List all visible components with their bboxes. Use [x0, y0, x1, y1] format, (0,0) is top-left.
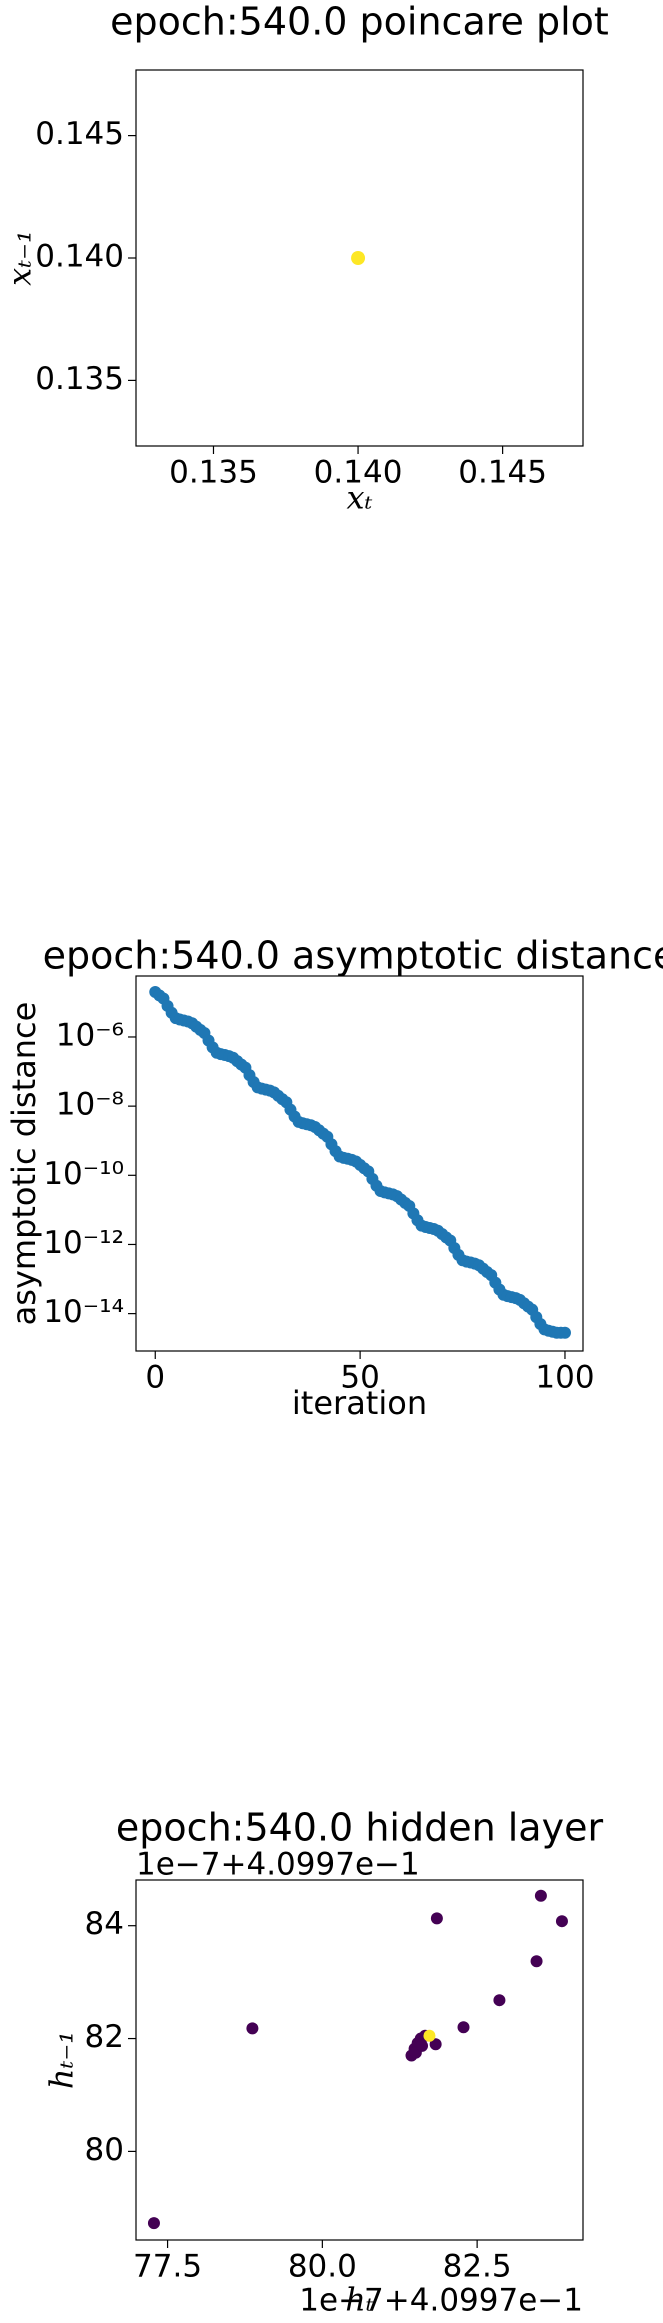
y-tick-label: 10⁻¹⁴ [43, 1294, 124, 1330]
y-tick-label: 80 [85, 2132, 124, 2168]
plot-frame [135, 975, 584, 1352]
x-tick-label: 77.5 [133, 2249, 202, 2285]
chart-title: epoch:540.0 hidden layer [116, 1806, 604, 1850]
y-offset-text: 1e−7+4.0997e−1 [136, 1847, 420, 1883]
y-axis-label: asymptotic distance [5, 1002, 43, 1326]
point [416, 2039, 429, 2052]
x-tick-label: 50 [340, 1360, 379, 1396]
point [429, 2038, 442, 2051]
chart-title: epoch:540.0 poincare plot [110, 0, 609, 44]
point [351, 251, 366, 265]
point [147, 2217, 160, 2230]
point [555, 1915, 568, 1928]
x-axis-label: iteration [292, 1384, 427, 1422]
y-tick-label: 10⁻¹² [43, 1225, 124, 1261]
y-axis-label: hₜ₋₁ [43, 2031, 81, 2089]
point [558, 1326, 571, 1339]
y-tick-label: 0.135 [35, 361, 124, 397]
y-axis-label: xₜ₋₁ [1, 230, 39, 286]
point [423, 2029, 436, 2042]
y-tick-label: 0.145 [35, 116, 124, 152]
y-tick-label: 10⁻⁸ [56, 1087, 124, 1123]
x-axis-label: hₜ [345, 2281, 374, 2319]
y-tick-label: 82 [85, 2019, 124, 2055]
x-tick-label: 80.0 [288, 2249, 357, 2285]
point [430, 1912, 443, 1925]
x-offset-text: 1e−7+4.0997e−1 [299, 2283, 583, 2319]
x-tick-label: 0.140 [314, 455, 403, 491]
x-tick-label: 100 [535, 1360, 594, 1396]
x-axis-label: xₜ [347, 479, 373, 517]
chart-title: epoch:540.0 asymptotic distance [43, 934, 663, 978]
x-tick-label: 82.5 [443, 2249, 512, 2285]
plot-frame [135, 1879, 584, 2241]
point [534, 1889, 547, 1902]
y-tick-label: 10⁻¹⁰ [43, 1156, 124, 1192]
x-tick-label: 0.145 [458, 455, 547, 491]
x-tick-label: 0.135 [169, 455, 258, 491]
point [530, 1955, 543, 1968]
point [493, 1994, 506, 2007]
point [246, 2022, 259, 2035]
y-tick-label: 10⁻⁶ [56, 1017, 124, 1053]
y-tick-label: 0.140 [35, 239, 124, 275]
y-tick-label: 84 [85, 1906, 124, 1942]
x-tick-label: 0 [145, 1360, 165, 1396]
point [457, 2021, 470, 2034]
